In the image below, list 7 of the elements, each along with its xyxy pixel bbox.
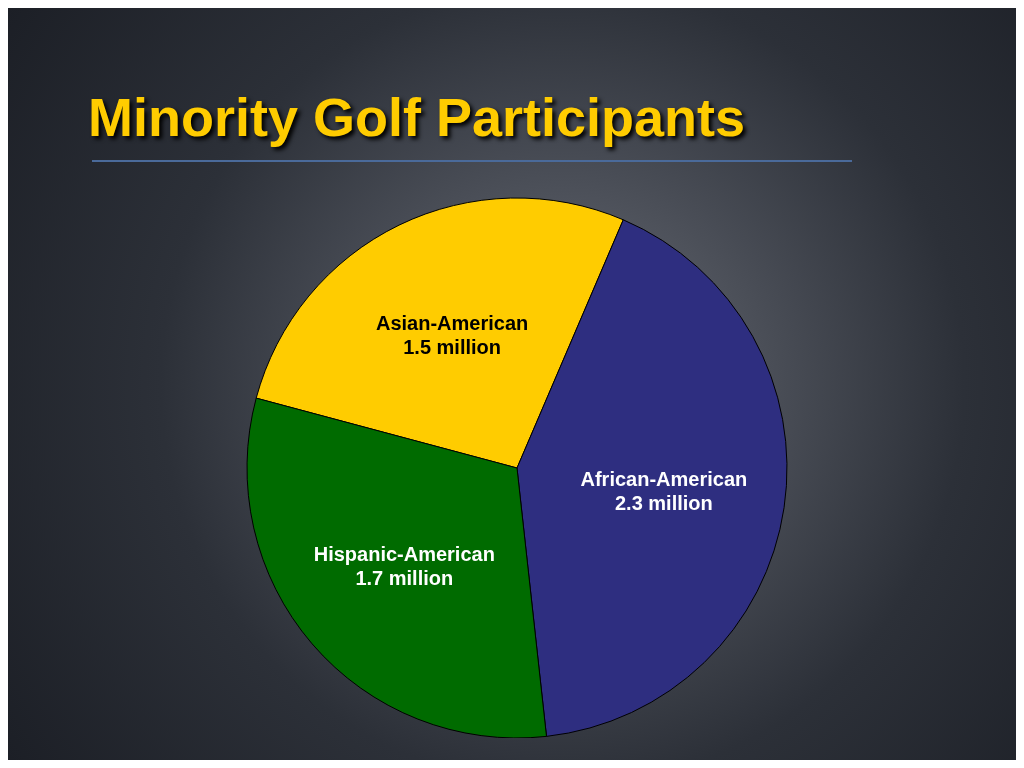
chart-title: Minority Golf Participants bbox=[88, 86, 746, 148]
slice-label: Hispanic-American bbox=[313, 542, 495, 565]
slice-label: Asian-American bbox=[375, 312, 529, 335]
data-label: 1.7 million bbox=[355, 566, 454, 589]
slice-label: African-American bbox=[580, 467, 748, 490]
data-label: 2.3 million bbox=[614, 491, 713, 514]
data-label: 1.5 million bbox=[403, 336, 502, 359]
